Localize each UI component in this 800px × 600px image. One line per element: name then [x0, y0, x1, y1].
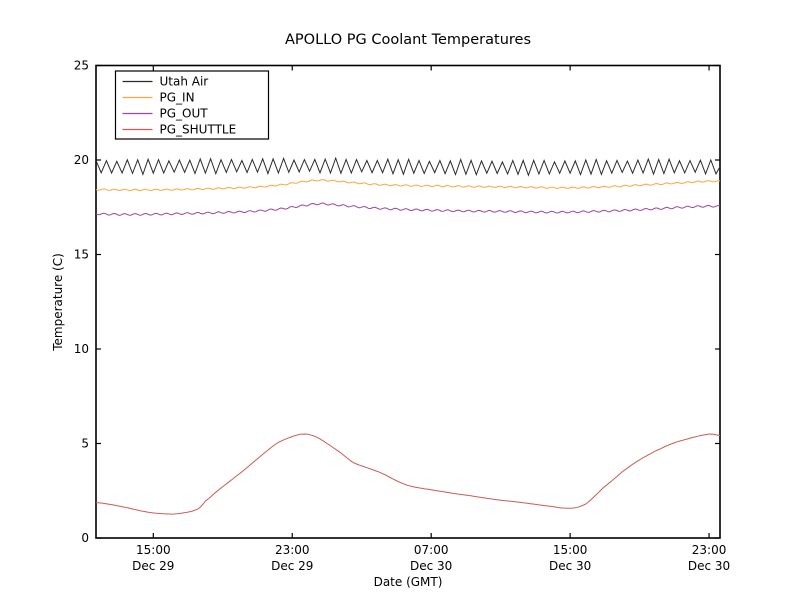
x-tick-time: 15:00	[136, 543, 171, 557]
y-tick-label: 15	[74, 248, 89, 262]
legend-label: PG_SHUTTLE	[160, 123, 237, 137]
plot-border	[95, 64, 721, 539]
series-line-pg-in	[95, 179, 721, 192]
y-tick-label: 10	[74, 342, 89, 356]
series-line-pg-out	[95, 202, 721, 216]
x-tick-date: Dec 30	[688, 559, 730, 573]
series-line-utah-air	[95, 156, 721, 177]
x-tick-time: 23:00	[275, 543, 310, 557]
x-tick-date: Dec 29	[271, 559, 313, 573]
chart-title: APOLLO PG Coolant Temperatures	[285, 32, 531, 48]
y-tick-label: 0	[81, 531, 89, 545]
legend-label: Utah Air	[160, 75, 209, 89]
x-tick-time: 23:00	[692, 543, 727, 557]
x-tick-date: Dec 29	[132, 559, 174, 573]
series-line-pg-shuttle	[95, 433, 721, 515]
x-tick-time: 15:00	[553, 543, 588, 557]
legend-label: PG_OUT	[160, 107, 209, 121]
legend-box	[114, 70, 270, 140]
y-tick-label: 20	[74, 153, 89, 167]
x-tick-time: 07:00	[414, 543, 449, 557]
y-tick-label: 25	[74, 59, 89, 73]
y-axis-label: Temperature (C)	[51, 253, 65, 352]
x-tick-date: Dec 30	[410, 559, 452, 573]
x-axis-label: Date (GMT)	[374, 575, 443, 589]
legend-label: PG_IN	[160, 91, 195, 105]
y-tick-label: 5	[81, 437, 89, 451]
x-tick-date: Dec 30	[549, 559, 591, 573]
plot-layer: 0 5 10 15 20 25 15:00 Dec 29 23:00 Dec 29 07:00 Dec…	[74, 59, 730, 573]
